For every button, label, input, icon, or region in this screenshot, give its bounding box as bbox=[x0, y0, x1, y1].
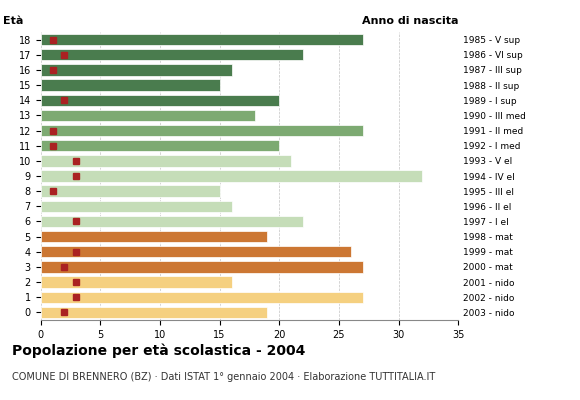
Bar bbox=[41, 276, 231, 288]
Bar bbox=[41, 110, 255, 121]
Bar bbox=[41, 292, 362, 303]
Bar bbox=[41, 201, 231, 212]
Bar bbox=[41, 307, 267, 318]
Bar bbox=[41, 79, 220, 91]
Legend: Sec. II grado, Sec. I grado, Scuola Primaria, Scuola dell'Infanzia, Asilo Nido, : Sec. II grado, Sec. I grado, Scuola Prim… bbox=[8, 0, 491, 1]
Bar bbox=[41, 186, 220, 197]
Bar bbox=[41, 140, 279, 151]
Text: Anno di nascita: Anno di nascita bbox=[362, 16, 458, 26]
Bar bbox=[41, 34, 362, 45]
Bar bbox=[41, 216, 303, 227]
Bar bbox=[41, 49, 303, 60]
Bar bbox=[41, 94, 279, 106]
Bar bbox=[41, 155, 291, 166]
Bar bbox=[41, 231, 267, 242]
Bar bbox=[41, 261, 362, 273]
Bar bbox=[41, 170, 422, 182]
Text: Età: Età bbox=[3, 16, 23, 26]
Bar bbox=[41, 125, 362, 136]
Bar bbox=[41, 64, 231, 76]
Bar bbox=[41, 246, 351, 258]
Text: COMUNE DI BRENNERO (BZ) · Dati ISTAT 1° gennaio 2004 · Elaborazione TUTTITALIA.I: COMUNE DI BRENNERO (BZ) · Dati ISTAT 1° … bbox=[12, 372, 435, 382]
Text: Popolazione per età scolastica - 2004: Popolazione per età scolastica - 2004 bbox=[12, 344, 305, 358]
